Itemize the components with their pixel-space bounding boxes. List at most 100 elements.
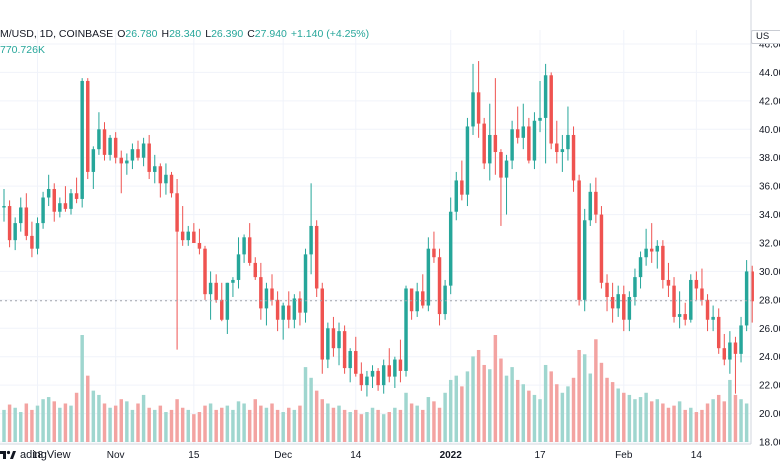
volume-bar <box>739 399 743 442</box>
candle <box>376 368 380 391</box>
candle <box>102 122 107 161</box>
volume-value: 770.726K <box>0 44 45 56</box>
candle-body <box>571 134 576 181</box>
currency-badge[interactable]: US <box>751 30 780 44</box>
candle <box>465 117 470 207</box>
candle <box>443 279 447 320</box>
volume-bar <box>331 407 336 442</box>
volume-bar <box>270 403 274 442</box>
candle <box>108 134 112 161</box>
candle <box>192 223 196 243</box>
price-tick-label: 34.00 <box>759 210 780 221</box>
candle <box>532 112 537 170</box>
volume-bar <box>538 399 542 442</box>
volume-bar <box>633 399 637 442</box>
candle <box>141 137 146 167</box>
candle-body <box>259 277 263 309</box>
candle-body <box>97 129 101 150</box>
candle <box>197 228 202 255</box>
volume-bar <box>91 390 96 442</box>
close-value: 27.940 <box>254 28 287 40</box>
candle-body <box>655 245 660 252</box>
candle-body <box>733 342 738 354</box>
candle-body <box>672 285 676 317</box>
candle-body <box>287 305 291 320</box>
candle-body <box>460 180 464 195</box>
time-axis[interactable]: 18 Nov 15 Dec 14 2022 17 Feb 14 <box>0 443 751 461</box>
candle <box>147 134 151 180</box>
candle-body <box>80 80 84 199</box>
volume-bar <box>225 405 230 442</box>
volume-bar <box>716 394 721 442</box>
candle-body <box>437 257 442 315</box>
volume-bar <box>543 364 548 442</box>
volume-bar <box>521 384 526 442</box>
candle-body <box>342 331 347 369</box>
candle <box>158 163 163 198</box>
candle-body <box>683 314 687 320</box>
candle-body <box>303 254 308 313</box>
volume-bar <box>705 403 710 442</box>
candle-body <box>426 248 431 306</box>
volume-bar <box>35 405 40 442</box>
candle-body <box>689 279 693 320</box>
volume-bar <box>638 397 643 442</box>
volume-bar <box>376 409 380 442</box>
candle <box>74 177 79 204</box>
time-tick-label: Nov <box>107 450 125 461</box>
candle-body <box>421 291 425 306</box>
candle-body <box>41 197 45 224</box>
candle <box>722 333 727 366</box>
candle-body <box>610 297 615 309</box>
candle <box>421 274 425 309</box>
symbol-label: M/USD, 1D, COINBASE <box>0 28 114 40</box>
candle <box>415 282 419 317</box>
candle-body <box>499 152 503 178</box>
candle <box>348 348 352 383</box>
volume-bar <box>421 409 425 442</box>
candle <box>13 217 17 251</box>
candle <box>175 179 179 350</box>
candle-body <box>644 248 648 258</box>
candle <box>231 277 235 298</box>
candle <box>387 348 392 383</box>
candle-body <box>471 92 475 127</box>
volume-bar <box>599 362 604 442</box>
candle-body <box>153 166 157 172</box>
candle <box>275 291 280 332</box>
candle-body <box>638 257 643 278</box>
volume-bar <box>30 409 34 442</box>
candle-body <box>247 237 252 263</box>
candle-body <box>298 298 302 313</box>
candle <box>214 274 218 303</box>
candle <box>236 237 241 289</box>
price-axis[interactable]: 18.00 20.00 22.00 24.00 26.00 28.00 30.00 32.00… <box>750 0 780 449</box>
candle-body <box>694 279 699 289</box>
candle-body <box>186 231 190 241</box>
candle-body <box>231 279 235 283</box>
time-tick-label: 17 <box>534 450 546 461</box>
candle-body <box>432 248 436 258</box>
volume-bar <box>247 409 252 442</box>
volume-bar <box>158 405 163 442</box>
candle <box>186 225 190 246</box>
candle-body <box>208 282 213 295</box>
candle <box>488 103 492 181</box>
volume-bar <box>588 373 593 442</box>
candle-body <box>465 126 470 195</box>
candle <box>30 221 34 258</box>
volume-bar <box>460 386 464 442</box>
candle <box>409 288 414 320</box>
candle-body <box>175 193 179 232</box>
candle <box>314 220 319 298</box>
candle <box>259 262 263 320</box>
volume-bar <box>571 377 576 442</box>
price-tick-label: 24.00 <box>759 352 780 363</box>
candle-body <box>560 149 565 153</box>
candle-body <box>63 203 68 209</box>
candle-body <box>141 143 146 158</box>
candle <box>694 271 699 300</box>
candle <box>180 206 185 246</box>
candle <box>460 160 464 201</box>
